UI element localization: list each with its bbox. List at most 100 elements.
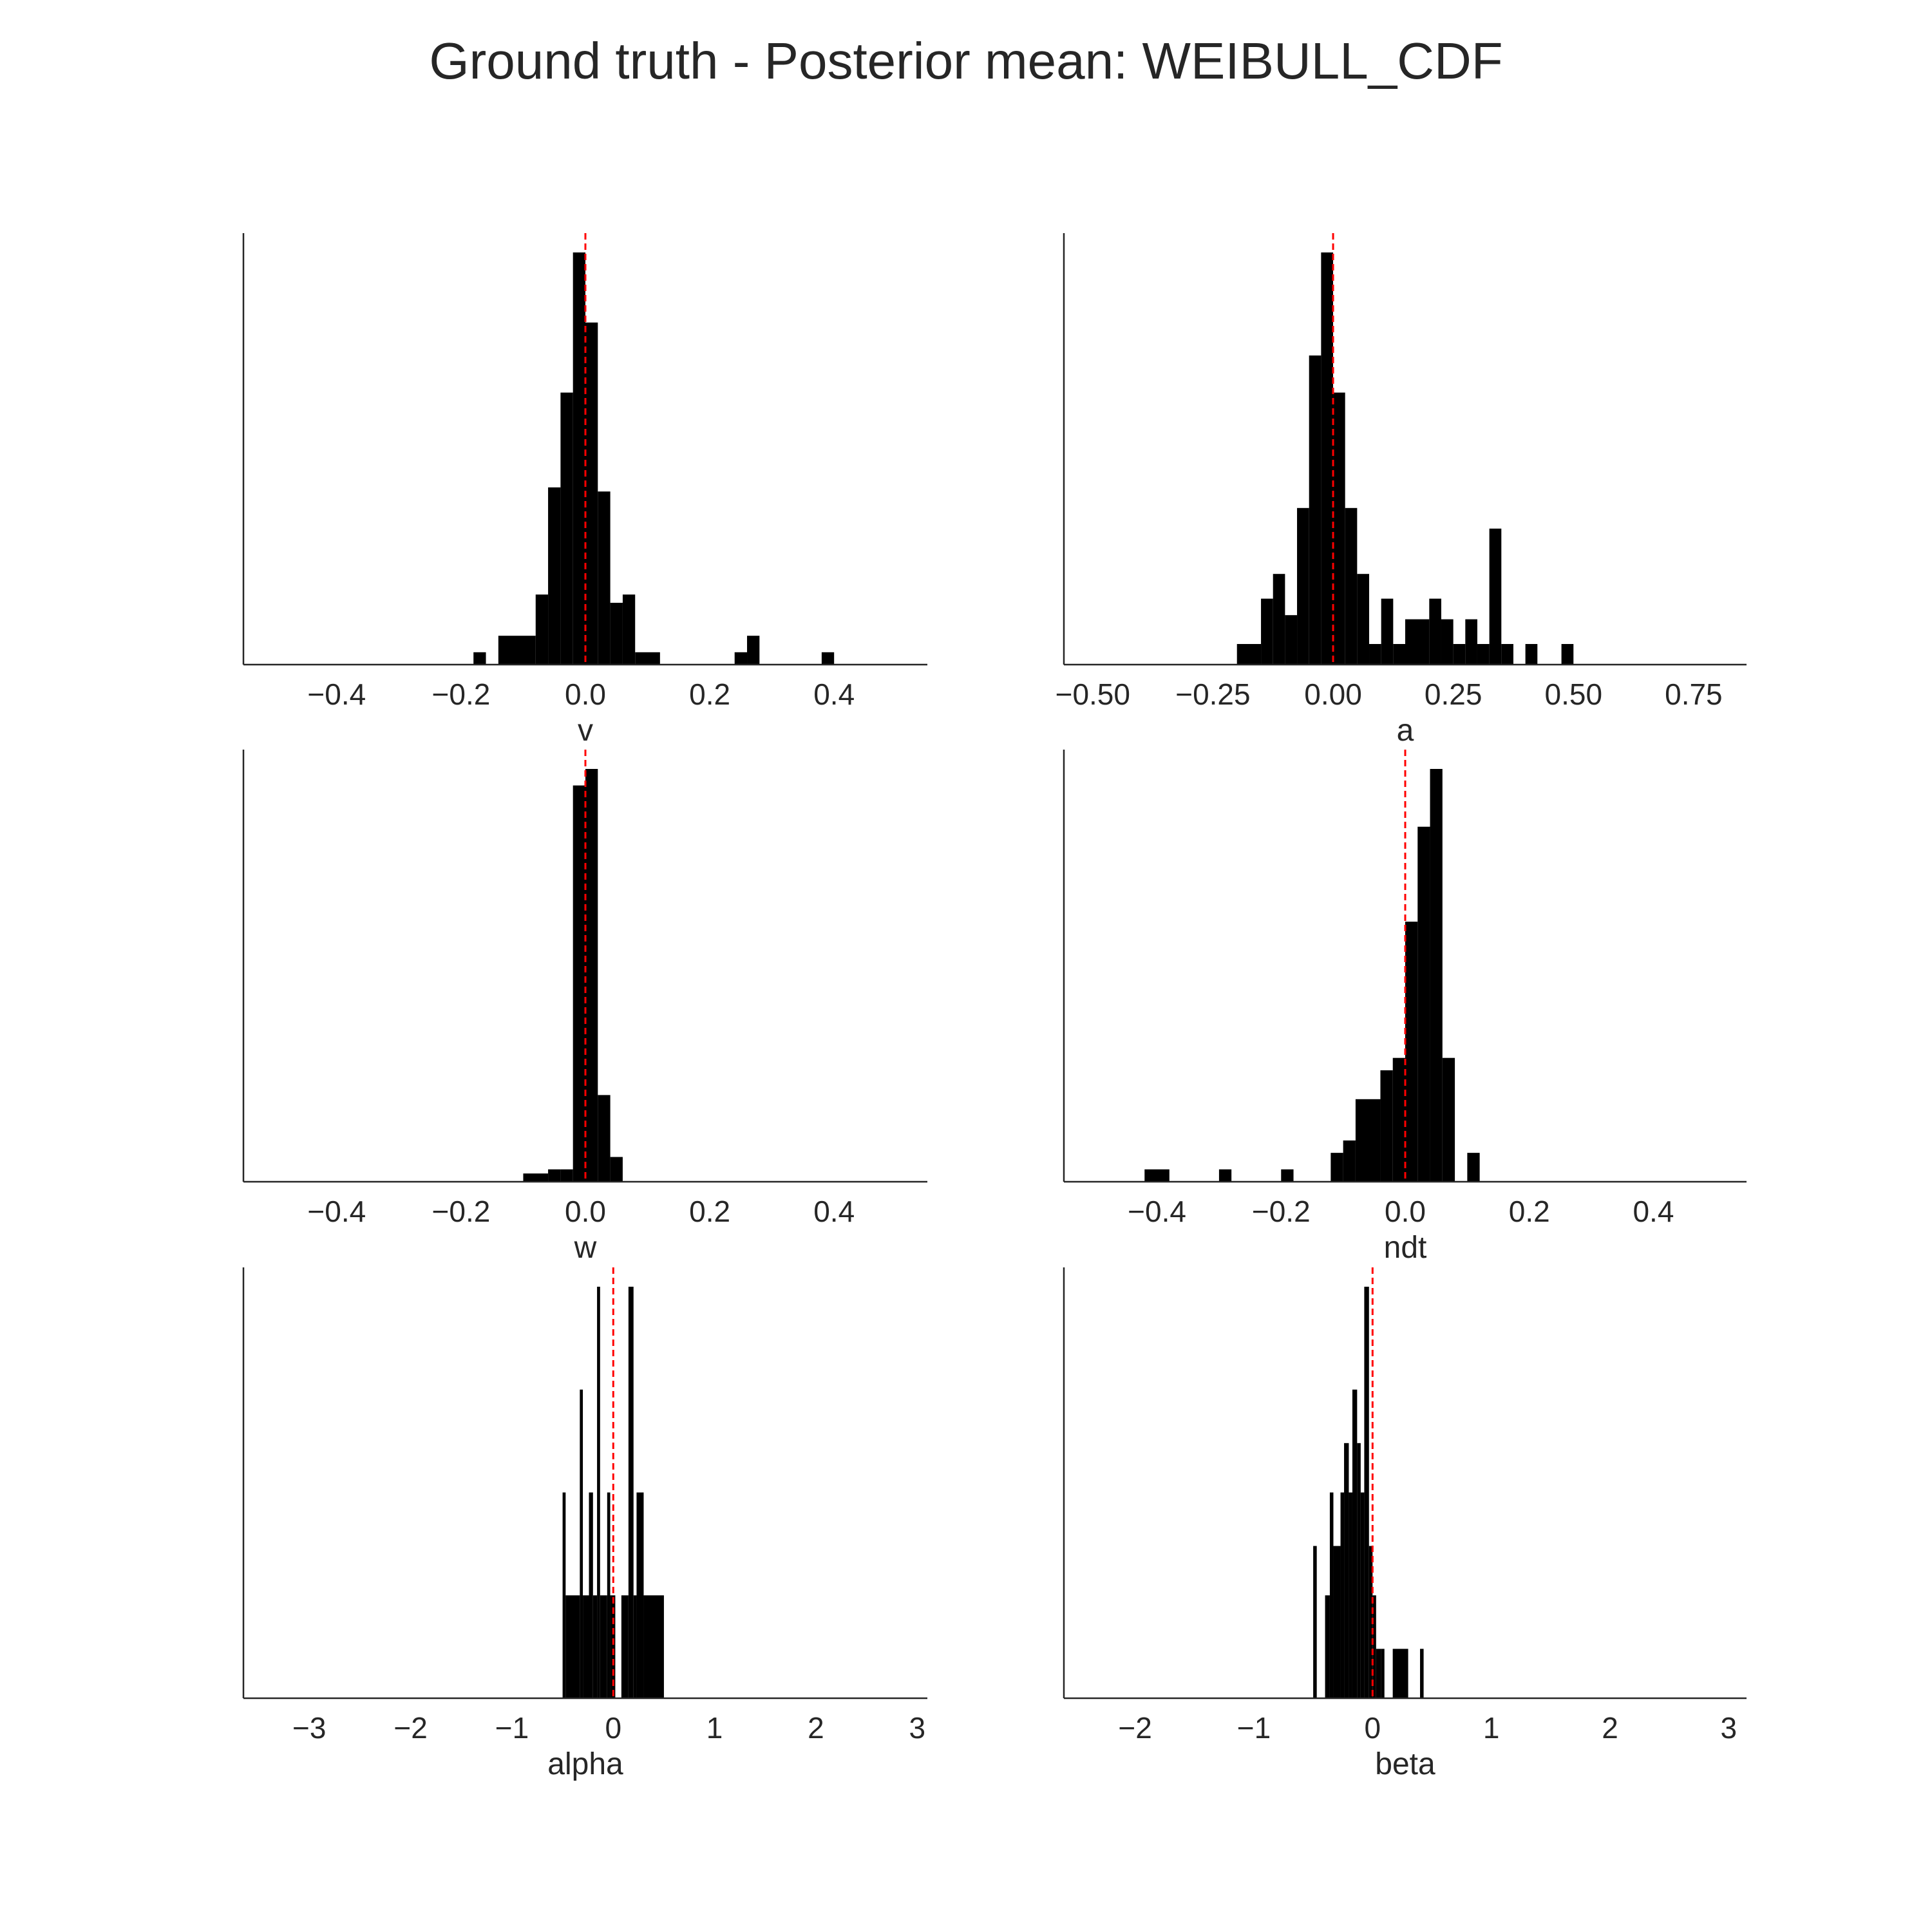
- histogram-bar: [1368, 1546, 1373, 1698]
- x-axis-label: v: [578, 714, 593, 748]
- histogram-bar: [535, 594, 549, 665]
- histogram-bar: [473, 652, 486, 665]
- x-tick-label: 0.75: [1665, 677, 1723, 711]
- x-axis-label: beta: [1375, 1747, 1435, 1781]
- histogram-bar: [1561, 644, 1574, 665]
- histogram-bar: [565, 1595, 580, 1698]
- histogram-bar: [622, 594, 636, 665]
- x-tick-label: −0.2: [1252, 1195, 1311, 1228]
- histogram-bar: [1376, 1649, 1381, 1698]
- x-tick-label: −3: [292, 1711, 326, 1745]
- histogram-bar: [734, 652, 748, 665]
- histogram-bar: [1321, 252, 1334, 665]
- x-tick-label: −2: [1118, 1711, 1151, 1745]
- histogram-bar: [633, 1595, 637, 1698]
- histogram-bar: [1380, 1070, 1393, 1182]
- histogram-bar: [585, 322, 598, 665]
- x-tick-label: −0.4: [307, 677, 366, 711]
- x-tick-label: −0.25: [1175, 677, 1250, 711]
- x-tick-label: 0.2: [1509, 1195, 1550, 1228]
- histogram-bar: [607, 1492, 611, 1698]
- histogram-bar: [1355, 1099, 1381, 1182]
- histogram-bar: [600, 1595, 607, 1698]
- x-tick-label: −0.2: [432, 677, 491, 711]
- histogram-bar: [1393, 644, 1405, 665]
- x-tick-label: 0.2: [689, 677, 730, 711]
- histogram-bar: [1381, 1649, 1385, 1698]
- x-axis-label: w: [574, 1231, 597, 1265]
- x-tick-label: −0.4: [307, 1195, 366, 1228]
- x-tick-label: −0.2: [432, 1195, 491, 1228]
- histogram-bar: [598, 491, 611, 665]
- histogram-bar: [562, 1492, 566, 1698]
- histogram-bar: [636, 1492, 644, 1698]
- histogram-bar: [1261, 598, 1273, 665]
- histogram-bar: [1218, 1169, 1232, 1182]
- histogram-bar: [643, 1595, 664, 1698]
- histogram-bar: [1501, 644, 1513, 665]
- x-tick-label: 0: [605, 1711, 621, 1745]
- histogram-bar: [635, 652, 660, 665]
- x-tick-label: −1: [1237, 1711, 1271, 1745]
- histogram-bar: [1345, 507, 1358, 665]
- x-tick-label: 3: [1721, 1711, 1738, 1745]
- histogram-bar: [573, 785, 585, 1182]
- x-tick-label: −0.50: [1056, 677, 1130, 711]
- x-tick-label: 0.0: [565, 1195, 606, 1228]
- histogram-bar: [1273, 574, 1285, 665]
- histogram-bar: [1236, 644, 1262, 665]
- histogram-bar: [1333, 1546, 1341, 1698]
- histogram-bar: [1369, 644, 1381, 665]
- x-tick-label: 0.0: [1385, 1195, 1426, 1228]
- x-axis-label: alpha: [547, 1747, 623, 1781]
- histogram-bar: [573, 252, 585, 665]
- histogram-bar: [610, 1157, 623, 1182]
- x-tick-label: 0.4: [813, 1195, 855, 1228]
- histogram-bar: [747, 636, 760, 665]
- histogram-bar: [1343, 1140, 1356, 1182]
- histogram-bar: [1357, 1443, 1361, 1698]
- histogram-bar: [1349, 1492, 1352, 1698]
- histogram-bar: [1352, 1389, 1358, 1698]
- histogram-bar: [498, 636, 536, 665]
- histogram-bar: [1333, 392, 1345, 665]
- x-tick-label: 3: [909, 1711, 925, 1745]
- histogram-bar: [560, 392, 573, 665]
- x-tick-label: 2: [1602, 1711, 1618, 1745]
- histogram-bar: [583, 1595, 589, 1698]
- x-tick-label: 0.2: [689, 1195, 730, 1228]
- x-axis-label: ndt: [1384, 1231, 1427, 1265]
- x-tick-label: 0.4: [813, 677, 855, 711]
- histogram-bar: [1360, 1492, 1365, 1698]
- histogram-bar: [628, 1287, 634, 1698]
- histogram-bar: [1429, 598, 1441, 665]
- histogram-bar: [1489, 528, 1502, 665]
- histogram-bar: [1329, 1492, 1334, 1698]
- histogram-bar: [1465, 619, 1477, 665]
- x-tick-label: 0.25: [1425, 677, 1482, 711]
- figure-title: Ground truth - Posterior mean: WEIBULL_C…: [429, 32, 1503, 90]
- histogram-bar: [598, 1095, 611, 1182]
- histogram-bar: [1309, 355, 1321, 665]
- histogram-bar: [610, 603, 623, 665]
- histogram-bar: [1525, 644, 1538, 665]
- histogram-bar: [592, 1595, 598, 1698]
- histogram-bar: [1420, 1649, 1424, 1698]
- histogram-bar: [1405, 619, 1430, 665]
- x-tick-label: 2: [808, 1711, 824, 1745]
- x-tick-label: −1: [495, 1711, 529, 1745]
- histogram-bar: [1144, 1169, 1170, 1182]
- x-axis-label: a: [1397, 714, 1414, 748]
- histogram-bar: [589, 1492, 593, 1698]
- histogram-bar: [1467, 1153, 1480, 1182]
- histogram-bar: [1477, 644, 1490, 665]
- histogram-bar: [560, 1169, 573, 1182]
